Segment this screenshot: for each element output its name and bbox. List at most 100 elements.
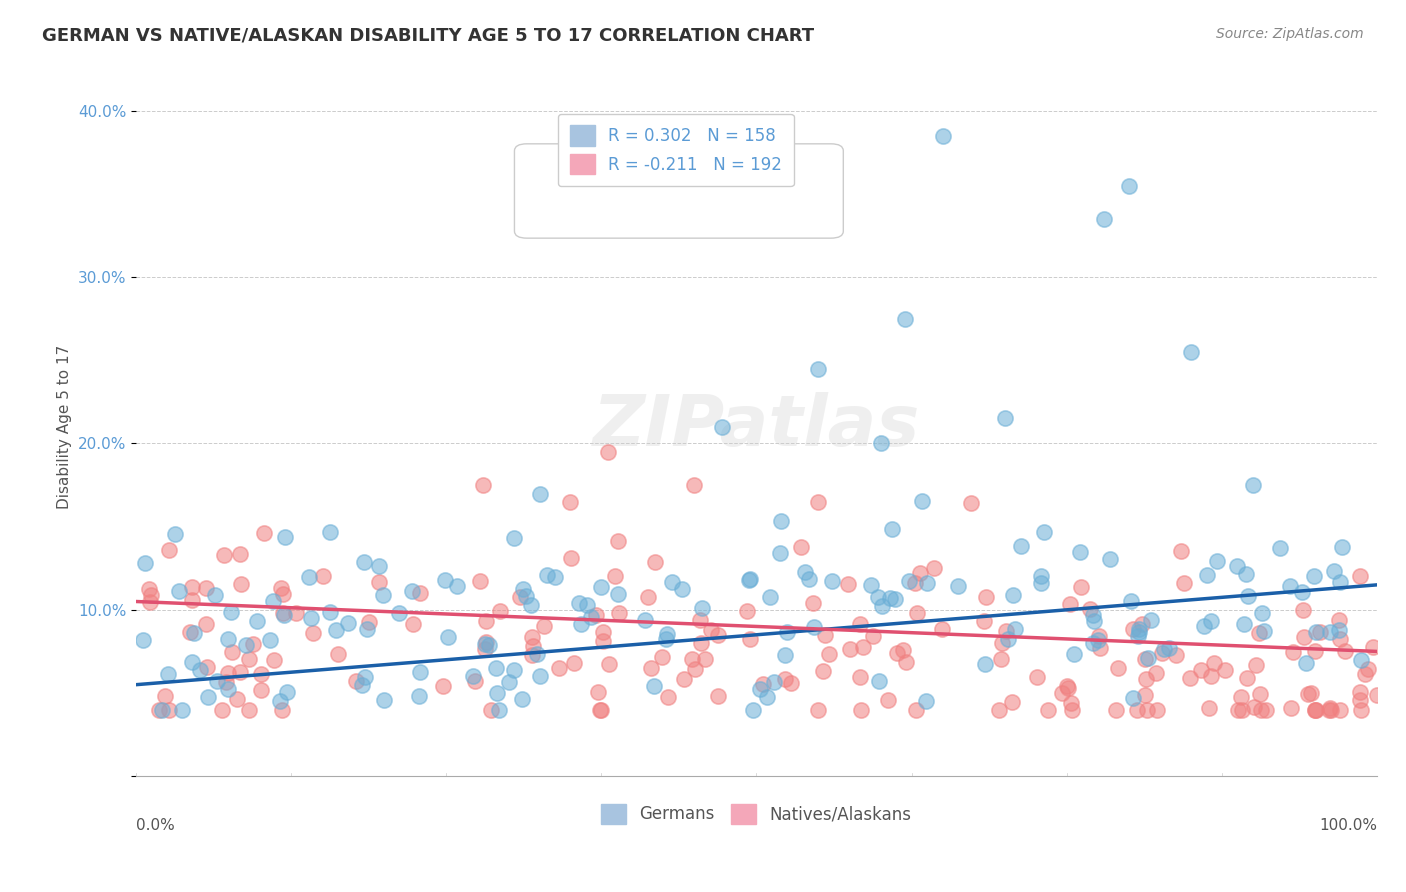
Point (773, 672, 796, 686)
Text: 100.0%: 100.0% (1319, 818, 1376, 833)
Point (1282, 645, 1305, 659)
Point (737, 604, 759, 618)
Point (194, 581, 217, 595)
Point (503, 531, 526, 545)
Point (1302, 568, 1324, 582)
Point (197, 660, 219, 674)
Point (1279, 701, 1302, 715)
Point (1298, 687, 1320, 701)
Point (603, 568, 626, 582)
Point (576, 598, 599, 612)
Point (1150, 646, 1173, 660)
Point (568, 596, 591, 610)
Point (1083, 615, 1105, 629)
Point (326, 647, 349, 661)
Point (1213, 664, 1236, 678)
Point (1199, 669, 1222, 683)
Point (1001, 695, 1024, 709)
Point (706, 690, 728, 704)
Point (790, 540, 813, 554)
Point (235, 638, 257, 652)
Point (1133, 652, 1156, 666)
Point (807, 494, 830, 508)
Point (1025, 670, 1047, 684)
Point (1050, 686, 1073, 700)
Point (285, 607, 308, 621)
Point (1249, 687, 1271, 701)
Point (1056, 681, 1078, 695)
Point (194, 617, 217, 632)
Point (1130, 617, 1153, 632)
Point (637, 591, 659, 605)
Point (228, 665, 250, 679)
Point (849, 670, 872, 684)
Point (779, 675, 801, 690)
Point (839, 642, 862, 657)
Point (585, 607, 607, 622)
Point (870, 599, 893, 613)
Point (214, 548, 236, 562)
Point (183, 626, 205, 640)
Point (1033, 524, 1056, 539)
Point (988, 703, 1011, 717)
Point (770, 515, 793, 529)
Point (1249, 626, 1271, 640)
Point (302, 626, 325, 640)
Text: ZIPatlas: ZIPatlas (593, 392, 920, 461)
Point (877, 692, 900, 706)
Point (132, 633, 155, 648)
Point (1126, 629, 1149, 643)
Point (738, 573, 761, 587)
Point (163, 526, 186, 541)
Point (221, 644, 243, 658)
Point (1173, 576, 1195, 591)
Point (564, 656, 586, 670)
Point (931, 128, 953, 143)
Point (269, 693, 291, 707)
Point (1146, 703, 1168, 717)
Point (1233, 616, 1256, 631)
Point (544, 570, 567, 584)
Point (529, 486, 551, 500)
Point (672, 672, 695, 686)
Point (773, 648, 796, 662)
Point (922, 561, 945, 575)
Point (862, 629, 884, 643)
Point (488, 703, 510, 717)
Point (821, 574, 844, 588)
Point (690, 600, 713, 615)
Point (1253, 624, 1275, 638)
Point (461, 669, 484, 683)
Point (1320, 703, 1343, 717)
Point (434, 573, 457, 587)
Point (188, 663, 211, 677)
Point (1144, 665, 1167, 680)
Point (579, 610, 602, 624)
Point (997, 632, 1019, 646)
Point (474, 636, 496, 650)
Point (437, 630, 460, 644)
Point (1070, 580, 1092, 594)
Point (852, 640, 875, 654)
Point (655, 627, 678, 641)
Point (1090, 640, 1112, 655)
Point (1243, 699, 1265, 714)
Point (1136, 651, 1159, 665)
Point (1291, 584, 1313, 599)
Point (776, 624, 799, 639)
Point (1081, 636, 1104, 650)
Point (607, 607, 630, 621)
Point (763, 675, 786, 690)
Y-axis label: Disability Age 5 to 17: Disability Age 5 to 17 (58, 344, 72, 509)
Point (225, 692, 247, 706)
Point (246, 614, 269, 628)
Point (868, 673, 890, 688)
Point (548, 661, 571, 675)
Point (1202, 656, 1225, 670)
Point (1317, 703, 1340, 717)
Point (522, 640, 544, 654)
Point (488, 604, 510, 618)
Point (640, 661, 662, 675)
Point (153, 690, 176, 704)
Point (1268, 541, 1291, 555)
